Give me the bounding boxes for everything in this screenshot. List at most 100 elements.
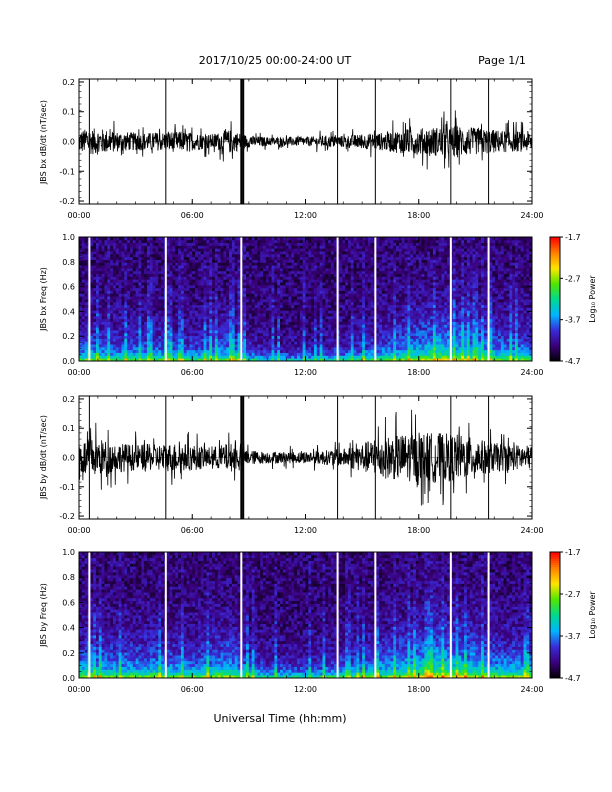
spectrogram-cell xyxy=(339,341,343,345)
spectrogram-cell xyxy=(274,239,278,244)
spectrogram-cell xyxy=(81,253,86,258)
spectrogram-cell xyxy=(110,341,114,345)
spectrogram-cell xyxy=(390,321,394,325)
spectrogram-cell xyxy=(175,315,179,320)
spectrogram-cell xyxy=(288,330,292,334)
spectrogram-cell xyxy=(291,313,295,317)
spectrogram-cell xyxy=(280,338,284,342)
spectrogram-cell xyxy=(152,293,156,297)
spectrogram-cell xyxy=(330,318,335,322)
spectrogram-cell xyxy=(234,321,238,325)
spectrogram-cell xyxy=(112,307,117,311)
spectrogram-cell xyxy=(220,270,224,275)
spectrogram-cell xyxy=(79,349,83,353)
spectrogram-cell xyxy=(223,352,227,356)
spectrogram-cell xyxy=(189,265,193,269)
spectrogram-cell xyxy=(333,242,338,246)
spectrogram-cell xyxy=(229,248,233,252)
spectrogram-cell xyxy=(353,324,357,328)
spectrogram-cell xyxy=(285,265,289,269)
spectrogram-cell xyxy=(206,358,210,362)
spectrogram-cell xyxy=(152,287,156,291)
spectrogram-cell xyxy=(376,346,380,351)
spectrogram-cell xyxy=(246,338,250,342)
spectrogram-cell xyxy=(254,259,258,263)
spectrogram-cell xyxy=(254,293,258,297)
spectrogram-cell xyxy=(297,256,301,260)
spectrogram-cell xyxy=(81,335,86,339)
spectrogram-cell xyxy=(251,338,255,342)
spectrogram-cell xyxy=(333,262,338,266)
spectrogram-cell xyxy=(203,245,207,249)
spectrogram-cell xyxy=(285,251,289,255)
spectrogram-cell xyxy=(376,318,380,322)
spectrogram-cell xyxy=(353,239,357,244)
spectrogram-cell xyxy=(260,355,264,359)
spectrogram-cell xyxy=(189,318,193,322)
spectrogram-cell xyxy=(328,259,332,263)
spectrogram-cell xyxy=(257,301,261,306)
spectrogram-cell xyxy=(186,355,190,359)
spectrogram-cell xyxy=(297,293,301,297)
spectrogram-cell xyxy=(115,293,120,297)
spectrogram-cell xyxy=(212,239,216,244)
spectrogram-cell xyxy=(305,310,309,314)
spectrogram-cell xyxy=(271,307,275,311)
spectrogram-cell xyxy=(84,290,88,294)
spectrogram-cell xyxy=(302,346,306,351)
spectrogram-cell xyxy=(322,287,326,291)
spectrogram-cell xyxy=(229,268,233,272)
spectrogram-cell xyxy=(132,237,137,241)
spectrogram-cell xyxy=(260,318,264,322)
spectrogram-cell xyxy=(277,299,281,303)
spectrogram-cell xyxy=(305,355,309,359)
spectrogram-cell xyxy=(93,248,97,252)
spectrogram-cell xyxy=(172,338,176,342)
spectrogram-cell xyxy=(364,248,369,252)
spectrogram-cell xyxy=(302,321,306,325)
spectrogram-cell xyxy=(311,332,315,337)
spectrogram-cell xyxy=(166,341,170,345)
spectrogram-cell xyxy=(155,262,159,266)
spectrogram-cell xyxy=(110,290,114,294)
spectrogram-cell xyxy=(367,358,372,362)
spectrogram-cell xyxy=(158,287,162,291)
spectrogram-cell xyxy=(229,346,233,351)
spectrogram-cell xyxy=(364,352,369,356)
spectrogram-cell xyxy=(342,273,346,277)
spectrogram-cell xyxy=(229,293,233,297)
spectrogram-cell xyxy=(121,332,125,337)
spectrogram-cell xyxy=(138,313,142,317)
spectrogram-cell xyxy=(217,290,221,294)
spectrogram-cell xyxy=(376,313,380,317)
spectrogram-cell xyxy=(330,242,335,246)
spectrogram-cell xyxy=(311,324,315,328)
spectrogram-cell xyxy=(285,313,289,317)
spectrogram-cell xyxy=(161,242,165,246)
spectrogram-cell xyxy=(84,307,88,311)
spectrogram-cell xyxy=(217,338,221,342)
spectrogram-cell xyxy=(370,338,374,342)
spectrogram-cell xyxy=(197,259,202,263)
spectrogram-cell xyxy=(141,344,145,348)
spectrogram-cell xyxy=(254,265,258,269)
spectrogram-cell xyxy=(311,318,315,322)
spectrogram-cell xyxy=(158,301,162,306)
spectrogram-cell xyxy=(291,284,295,289)
spectrogram-cell xyxy=(268,276,272,280)
spectrogram-cell xyxy=(180,259,185,263)
spectrogram-cell xyxy=(297,304,301,308)
spectrogram-cell xyxy=(209,268,213,272)
spectrogram-cell xyxy=(234,265,238,269)
spectrogram-cell xyxy=(115,318,120,322)
spectrogram-cell xyxy=(118,268,122,272)
spectrogram-cell xyxy=(246,248,250,252)
spectrogram-cell xyxy=(124,338,128,342)
spectrogram-cell xyxy=(342,259,346,263)
spectrogram-cell xyxy=(243,287,247,291)
spectrogram-cell xyxy=(226,265,230,269)
spectrogram-cell xyxy=(285,352,289,356)
spectrogram-cell xyxy=(234,245,238,249)
spectrogram-cell xyxy=(229,338,233,342)
spectrogram-cell xyxy=(98,245,103,249)
